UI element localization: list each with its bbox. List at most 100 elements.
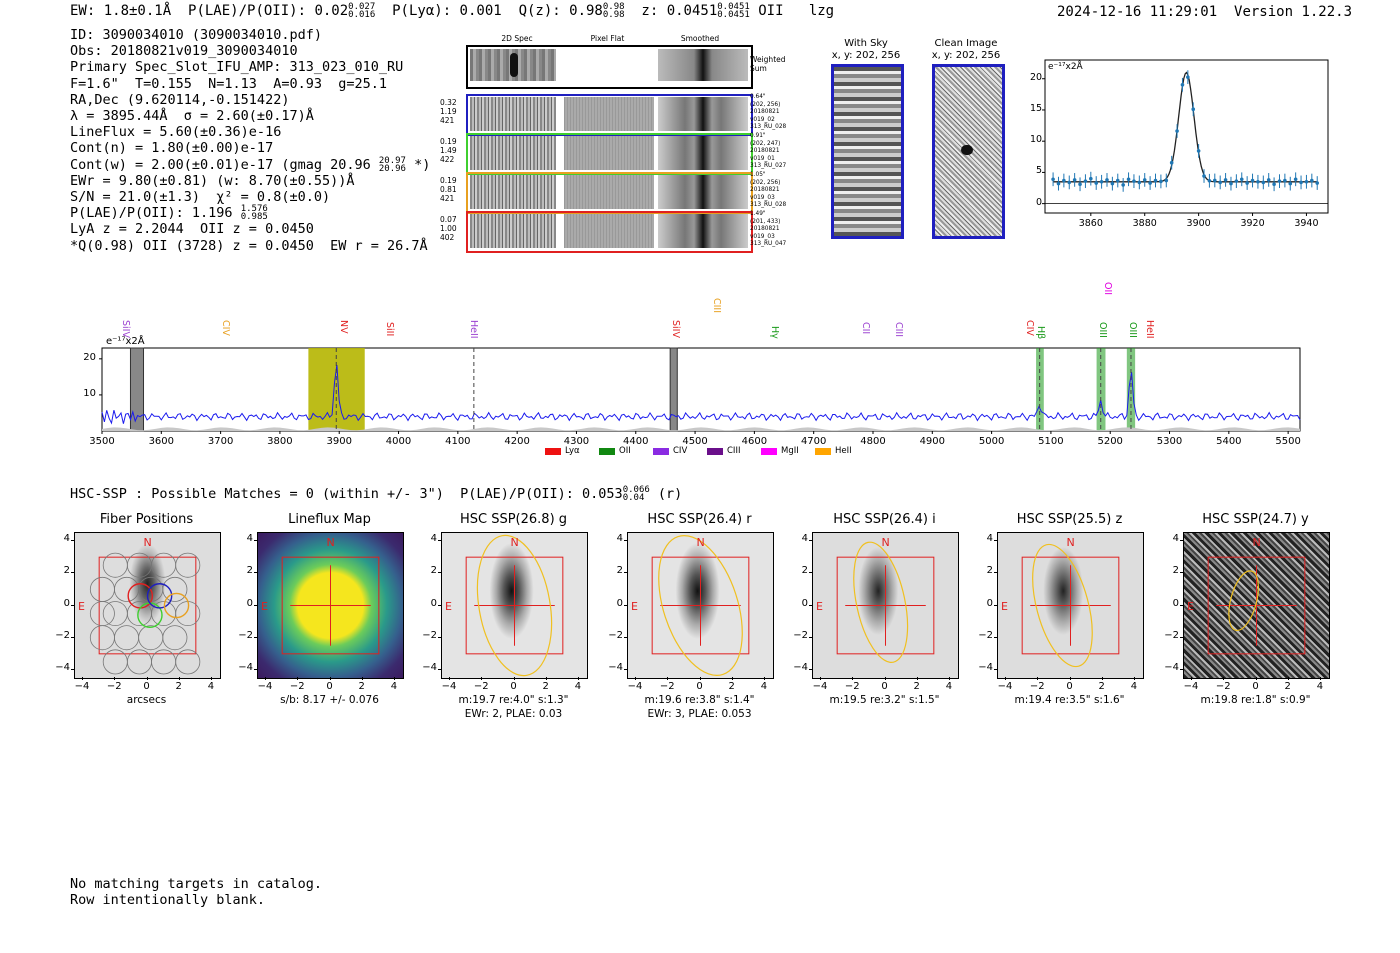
fit-data-point	[1202, 174, 1206, 178]
spec-row-frame	[466, 133, 753, 175]
spec-row-left-value: 421	[440, 116, 455, 125]
source-ellipse	[1228, 570, 1259, 632]
line-fit-plot: e⁻¹⁷x2Å 20 15 10 5 0 3860 3880 3900 3920 3940	[1030, 55, 1340, 235]
panel-xtick-mark	[763, 677, 765, 680]
spec-row-left-label: 0.19 1.49 422	[440, 137, 457, 164]
east-label: E	[1187, 599, 1194, 613]
panel-ytick-label: 4	[616, 533, 623, 545]
panel-ytick-mark	[624, 572, 627, 574]
spec-row-left-value: 1.49	[440, 146, 457, 155]
panel-ytick-mark	[809, 540, 812, 542]
spectrum-xtick-label: 4800	[860, 436, 886, 447]
fit-data-point	[1315, 181, 1320, 185]
fit-ytick-label: 10	[1030, 134, 1043, 146]
fiber-circle	[138, 625, 164, 651]
spectrum-xtick-label: 5100	[1038, 436, 1064, 447]
panel-xtick-label: 0	[143, 681, 150, 692]
panel-ytick-label: 4	[801, 533, 808, 545]
legend-swatch	[653, 448, 669, 455]
legend-swatch	[707, 448, 723, 455]
panel-xtick-mark	[731, 677, 733, 680]
fit-xtick-label: 3860	[1078, 218, 1103, 229]
legend-swatch	[815, 448, 831, 455]
matched-fiber-circle	[146, 583, 173, 609]
panel-xtick-label: 2	[1284, 681, 1291, 692]
fiber-circle	[102, 601, 128, 627]
panel-xtick-mark	[1101, 677, 1103, 680]
spec-row-right-value: 0.91"	[750, 133, 766, 139]
panel-xtick-label: −2	[106, 681, 122, 692]
spec-row-right-value: 20180821	[750, 109, 780, 115]
legend-swatch	[599, 448, 615, 455]
spectrum-xtick-label: 3700	[207, 436, 234, 447]
spec-row-left-value: 0.07	[440, 215, 457, 224]
north-label: N	[1066, 536, 1075, 549]
panel-xtick-mark	[1005, 677, 1007, 680]
fit-data-point	[1083, 179, 1088, 183]
panel-overlay	[89, 552, 201, 675]
fit-data-point	[1164, 178, 1169, 183]
panel-ytick-mark	[254, 636, 257, 638]
spec-row-right-value: 20180821	[750, 226, 780, 232]
panel-xtick-label: −2	[289, 681, 305, 692]
plae-lo: 0.016	[348, 10, 376, 20]
aperture-box	[1021, 556, 1120, 655]
panel-xtick-label: 0	[1252, 681, 1259, 692]
spectrum-xtick-label: 5400	[1216, 436, 1242, 447]
spectrum-xtick-label: 4100	[445, 436, 471, 447]
timestamp: 2024-12-16 11:29:01	[1057, 4, 1218, 20]
spectrum-ytick-label: 10	[83, 387, 96, 399]
panel-xtick-mark	[916, 677, 918, 680]
panel-xtick-mark	[481, 677, 483, 680]
panel-ytick-mark	[624, 636, 627, 638]
panel-ytick-label: −4	[238, 661, 253, 673]
fit-xtick-label: 3900	[1186, 218, 1211, 229]
spectrum-xtick-label: 5500	[1275, 436, 1301, 447]
panel-xtick-label: 4	[760, 681, 768, 692]
weighted-sum-label: Weighted Sum	[750, 55, 786, 73]
panel-xtick-label: 4	[945, 681, 953, 692]
panel-ytick-mark	[438, 572, 441, 574]
info-plae-hi: 1.576	[240, 204, 268, 215]
fit-unit: e⁻¹⁷x2Å	[1048, 62, 1083, 72]
panel-ytick-mark	[624, 668, 627, 670]
panel-ytick-mark	[624, 604, 627, 606]
panel-ytick-label: −2	[1164, 629, 1179, 641]
fit-data-point	[1293, 177, 1298, 182]
spec-row-left-label: 0.07 1.00 402	[440, 215, 457, 242]
fit-data-point	[1256, 179, 1260, 184]
panel-ytick-mark	[71, 540, 74, 542]
z-line: OII	[758, 3, 784, 19]
fiber-circle	[114, 625, 140, 651]
info-ewr: EWr = 9.80(±0.81) (w: 8.70(±0.55))Å	[70, 172, 355, 189]
ew-value: EW: 1.8±0.1Å	[70, 3, 172, 19]
east-label: E	[445, 599, 452, 613]
spec-row-left-value: 0.32	[440, 98, 457, 107]
line-window	[1126, 348, 1136, 431]
contw-text: Cont(w) = 2.00(±0.01)e-17 (gmag 20.96	[70, 156, 371, 173]
qz-value: Q(z): 0.98	[518, 3, 603, 19]
panel-xtick-label: −4	[627, 681, 643, 692]
detection-info: ID: 3090034010 (3090034010.pdf) Obs: 2018…	[70, 27, 430, 254]
panel-xtick-label: 2	[913, 681, 920, 692]
legend-swatch	[545, 448, 561, 455]
spec-row-left-value: 0.19	[440, 137, 457, 146]
panel-xtick-mark	[1133, 677, 1135, 680]
spec-row-left-value: 422	[440, 155, 455, 164]
col-title-smoothed: Smoothed	[680, 34, 720, 43]
panel-ytick-label: 4	[1172, 533, 1179, 545]
fit-data-point	[1148, 181, 1152, 185]
panel-xtick-mark	[667, 677, 669, 680]
panel-ytick-mark	[809, 572, 812, 574]
panel-ytick-mark	[438, 540, 441, 542]
spectrum-xtick-label: 5200	[1097, 436, 1123, 447]
spec-row-2dspec-image	[470, 214, 556, 248]
spec-row-right-value: 1.05"	[750, 172, 766, 178]
panel-ytick-label: −2	[422, 629, 437, 641]
panel-ytick-mark	[1180, 636, 1183, 638]
spec-row-right-value: (202, 256)	[750, 179, 781, 186]
panel-xtick-mark	[1287, 677, 1289, 680]
fiber-circle	[114, 576, 140, 602]
